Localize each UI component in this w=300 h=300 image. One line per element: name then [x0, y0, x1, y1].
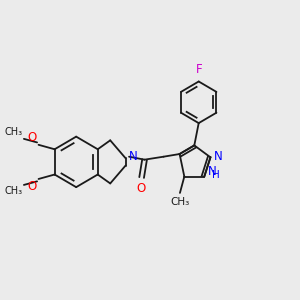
Text: N: N [129, 150, 138, 163]
Text: O: O [28, 131, 37, 144]
Text: N: N [214, 150, 223, 163]
Text: O: O [136, 182, 146, 195]
Text: N: N [208, 165, 217, 178]
Text: CH₃: CH₃ [5, 128, 23, 137]
Text: CH₃: CH₃ [5, 186, 23, 197]
Text: F: F [195, 63, 202, 76]
Text: H: H [212, 170, 220, 180]
Text: O: O [28, 180, 37, 193]
Text: CH₃: CH₃ [170, 197, 190, 207]
